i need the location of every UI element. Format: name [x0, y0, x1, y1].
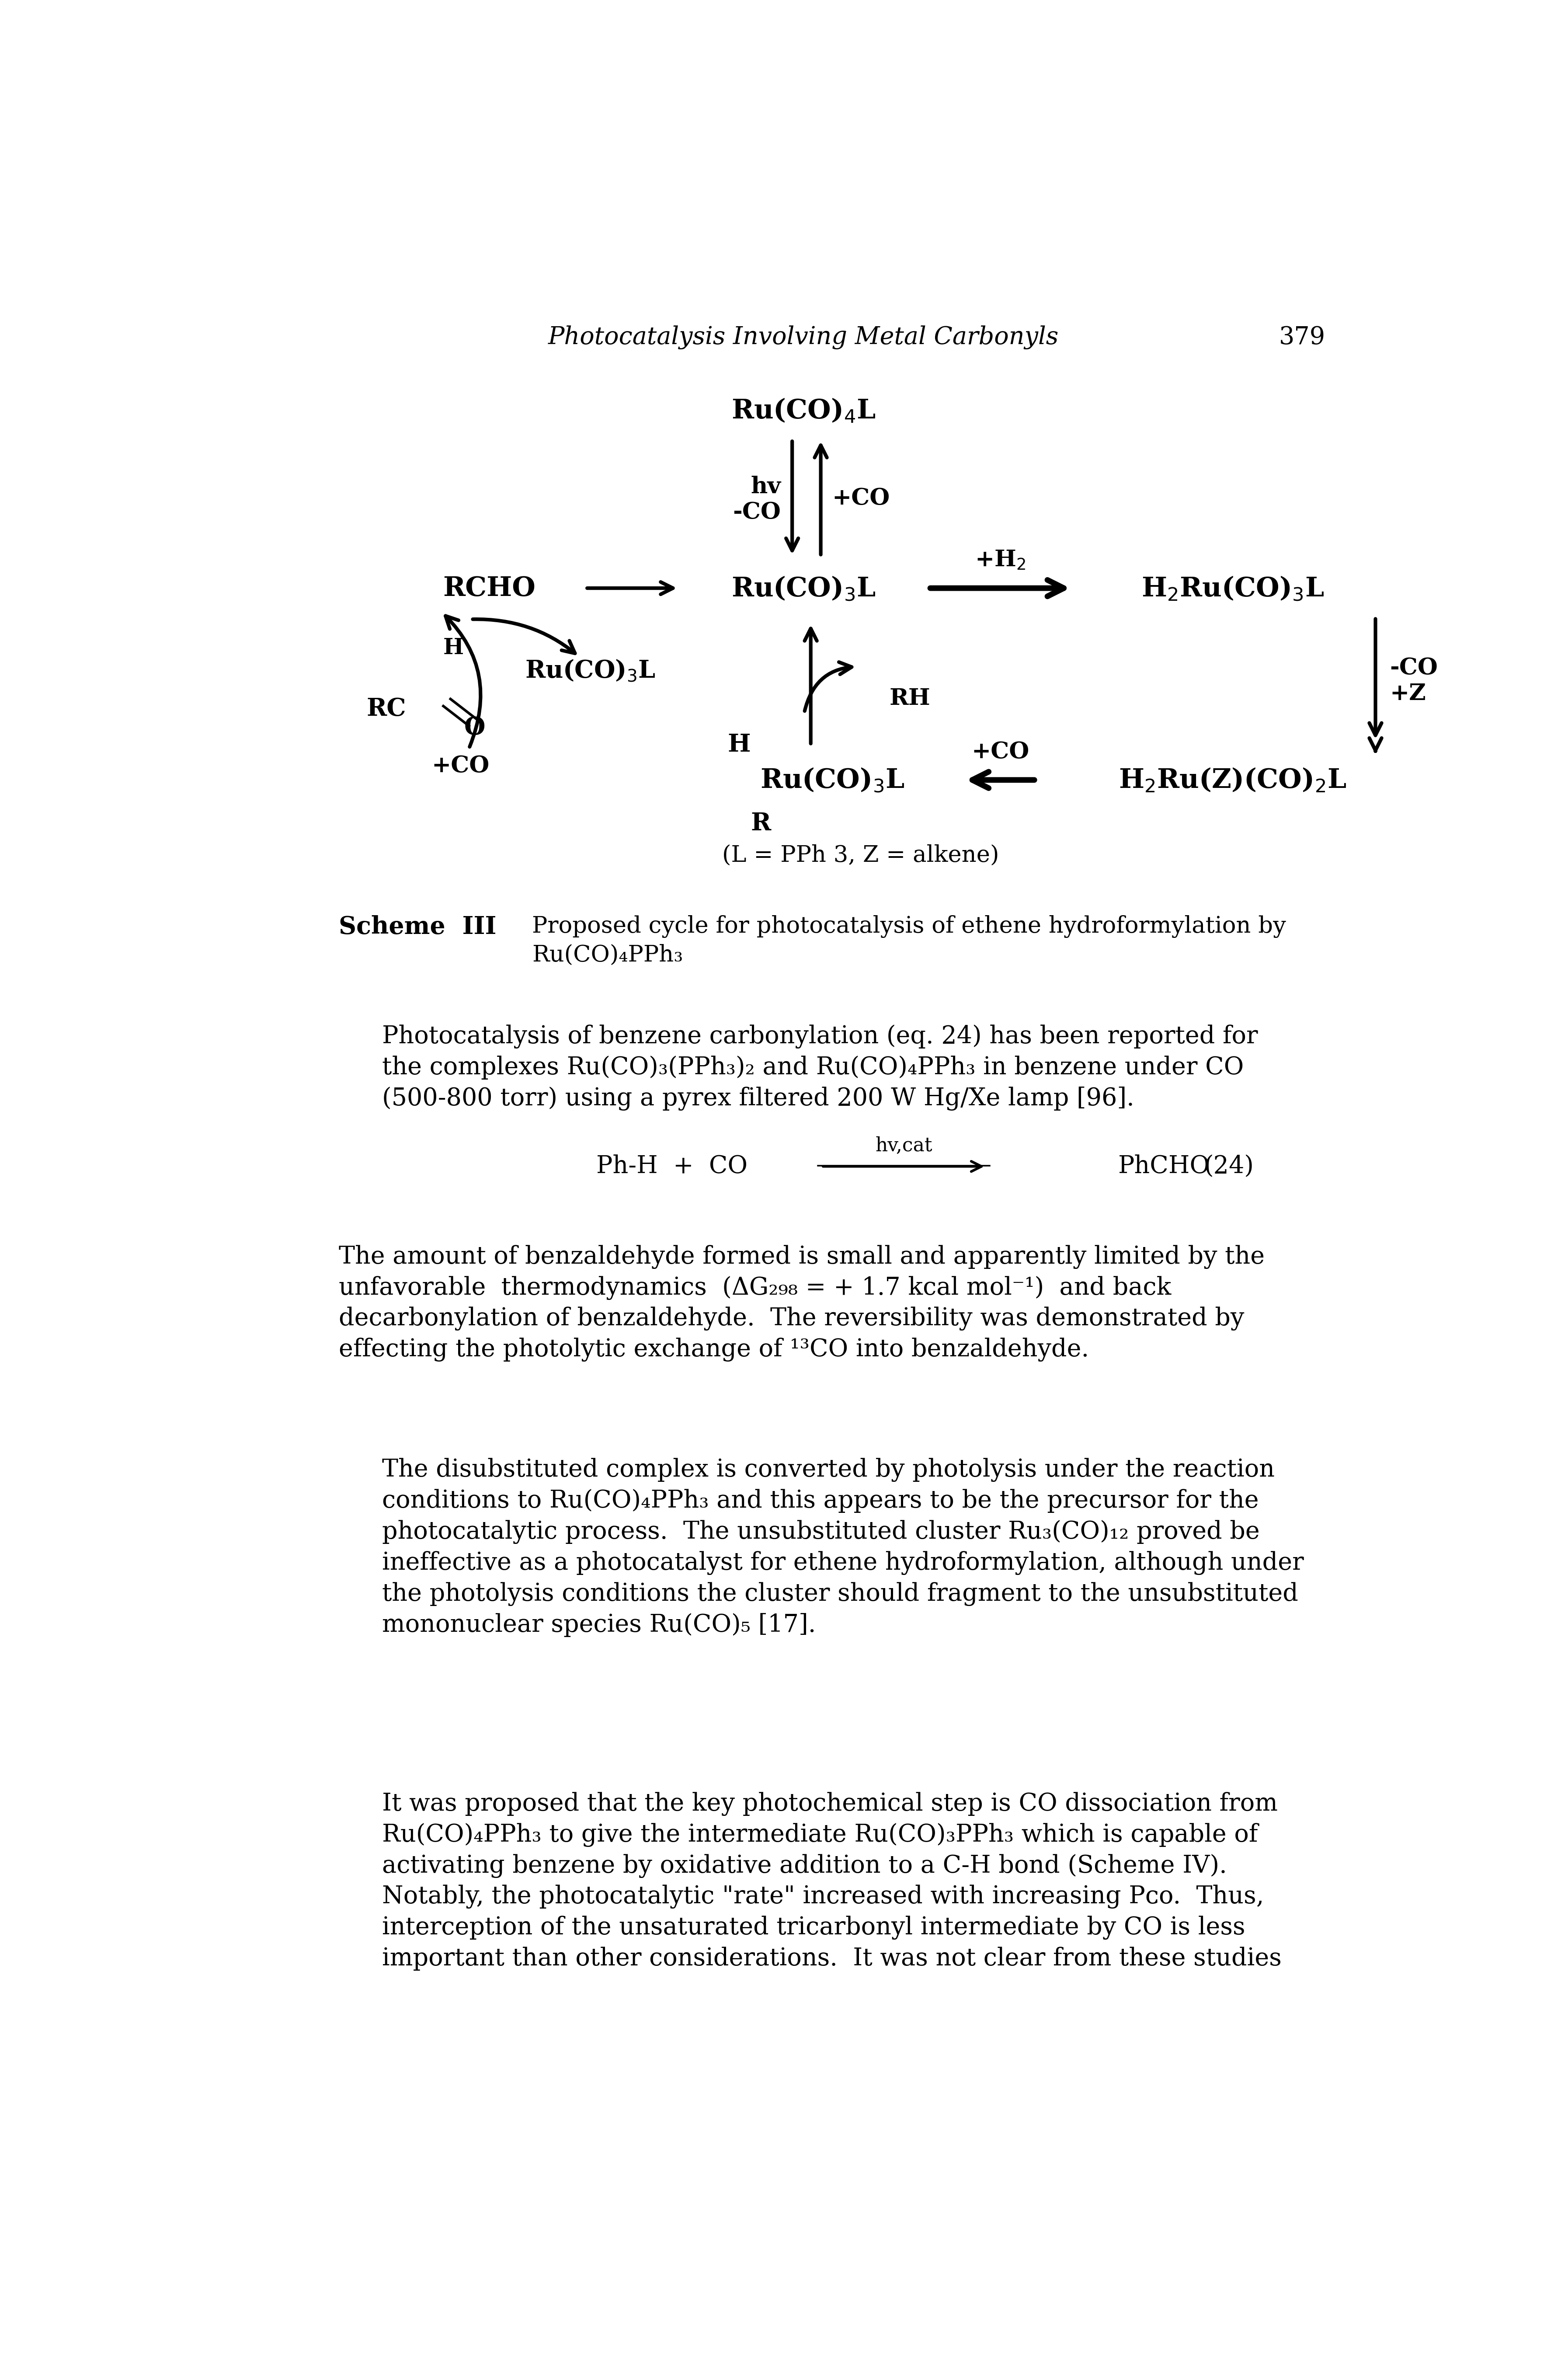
Text: hv: hv [751, 476, 781, 497]
Text: +Z: +Z [1389, 682, 1425, 704]
Text: Photocatalysis of benzene carbonylation (eq. 24) has been reported for
the compl: Photocatalysis of benzene carbonylation … [383, 1023, 1258, 1111]
Text: RC: RC [367, 696, 406, 720]
Text: -CO: -CO [732, 502, 781, 524]
Text: +CO: +CO [833, 488, 891, 509]
Text: H: H [444, 637, 464, 659]
Text: Scheme  III: Scheme III [339, 914, 497, 938]
Text: Photocatalysis Involving Metal Carbonyls: Photocatalysis Involving Metal Carbonyls [549, 325, 1058, 348]
Text: -CO: -CO [1389, 656, 1438, 680]
Text: O: O [464, 715, 486, 739]
Text: +H$_2$: +H$_2$ [975, 550, 1025, 571]
Text: (L = PPh 3, Z = alkene): (L = PPh 3, Z = alkene) [723, 843, 999, 867]
Text: RH: RH [889, 687, 930, 711]
Text: RCHO: RCHO [442, 576, 535, 602]
Text: +CO: +CO [971, 741, 1029, 763]
Text: The amount of benzaldehyde formed is small and apparently limited by the
unfavor: The amount of benzaldehyde formed is sma… [339, 1244, 1265, 1362]
Text: H$_2$Ru(CO)$_3$L: H$_2$Ru(CO)$_3$L [1142, 576, 1323, 602]
Text: H: H [728, 732, 751, 756]
Text: 379: 379 [1279, 325, 1325, 348]
Text: Ph-H  +  CO: Ph-H + CO [596, 1154, 748, 1177]
Text: Ru(CO)$_3$L: Ru(CO)$_3$L [731, 576, 877, 602]
Text: Proposed cycle for photocatalysis of ethene hydroformylation by
Ru(CO)₄PPh₃: Proposed cycle for photocatalysis of eth… [532, 914, 1286, 967]
Text: hv,cat: hv,cat [875, 1137, 933, 1156]
Text: It was proposed that the key photochemical step is CO dissociation from
Ru(CO)₄P: It was proposed that the key photochemic… [383, 1791, 1281, 1971]
Text: Ru(CO)$_4$L: Ru(CO)$_4$L [731, 398, 877, 424]
Text: +CO: +CO [431, 756, 489, 777]
Text: PhCHO: PhCHO [1118, 1154, 1210, 1177]
Text: (24): (24) [1204, 1154, 1254, 1177]
Text: Ru(CO)$_3$L: Ru(CO)$_3$L [760, 768, 905, 794]
Text: R: R [751, 810, 771, 836]
Text: H$_2$Ru(Z)(CO)$_2$L: H$_2$Ru(Z)(CO)$_2$L [1118, 768, 1347, 794]
Text: The disubstituted complex is converted by photolysis under the reaction
conditio: The disubstituted complex is converted b… [383, 1457, 1303, 1637]
Text: Ru(CO)$_3$L: Ru(CO)$_3$L [525, 659, 655, 682]
